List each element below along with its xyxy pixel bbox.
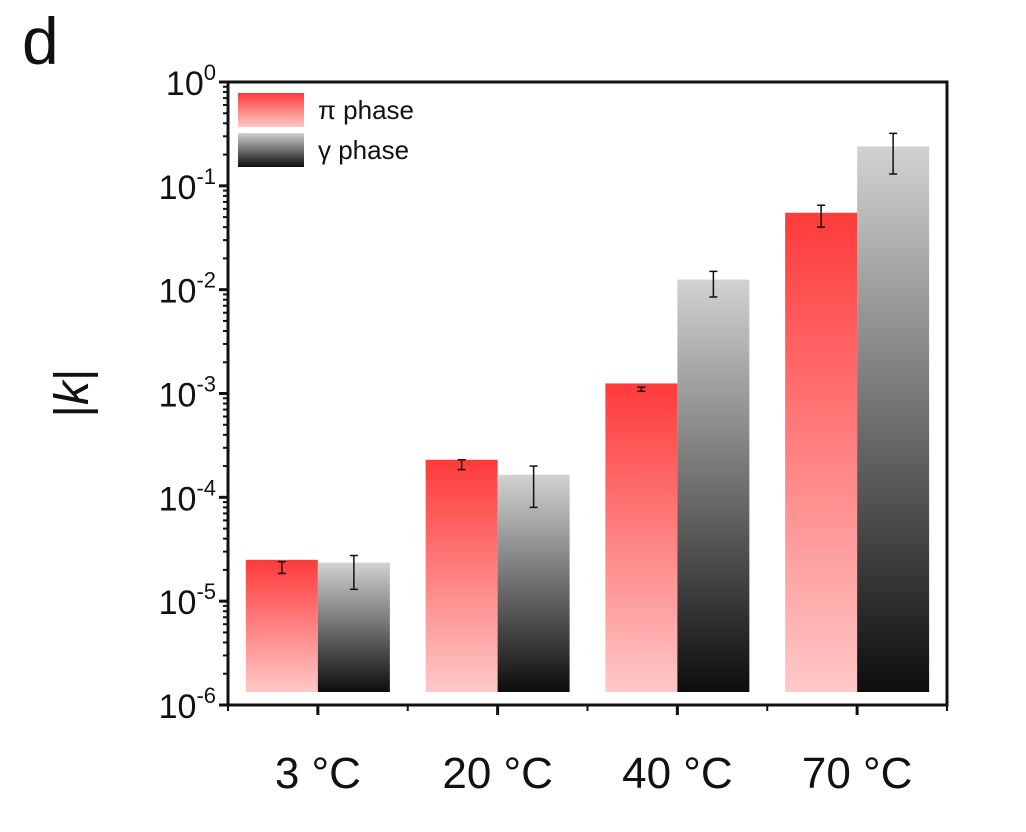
bar-gamma-1 — [497, 474, 570, 692]
legend-swatch-gamma — [238, 133, 304, 167]
legend: π phase γ phase — [238, 93, 414, 167]
x-tick-label-3: 70 °C — [802, 749, 913, 798]
bars-layer — [245, 146, 930, 692]
y-axis: 10-6 10-5 10-4 10-3 10-2 10-1 100 — [159, 60, 228, 726]
y-tick-label-5: 10-1 — [159, 164, 216, 207]
bar-pi-1 — [425, 459, 498, 692]
legend-label-pi: π phase — [318, 95, 414, 125]
y-axis-label-group: |k| — [46, 369, 99, 418]
x-tick-label-0: 3 °C — [275, 749, 361, 798]
bar-pi-3 — [785, 212, 858, 692]
legend-swatch-pi — [238, 93, 304, 127]
bar-pi-0 — [245, 559, 318, 692]
panel-label: d — [22, 4, 59, 78]
y-tick-label-1: 10-5 — [159, 579, 216, 622]
x-axis: 3 °C 20 °C 40 °C 70 °C — [227, 705, 948, 798]
legend-label-gamma: γ phase — [318, 135, 409, 165]
x-tick-label-2: 40 °C — [622, 749, 733, 798]
y-tick-label-6: 100 — [166, 60, 216, 103]
y-axis-label: |k| — [46, 369, 99, 418]
bar-gamma-2 — [677, 279, 750, 692]
error-bars-layer — [277, 132, 898, 591]
x-tick-label-1: 20 °C — [442, 749, 553, 798]
y-tick-label-4: 10-2 — [159, 268, 216, 311]
y-tick-label-2: 10-4 — [159, 475, 216, 518]
y-tick-label-3: 10-3 — [159, 372, 216, 415]
bar-pi-2 — [605, 383, 678, 692]
y-axis-label-text: |k| — [46, 369, 99, 418]
bar-gamma-3 — [857, 146, 930, 692]
y-tick-label-0: 10-6 — [159, 683, 216, 726]
